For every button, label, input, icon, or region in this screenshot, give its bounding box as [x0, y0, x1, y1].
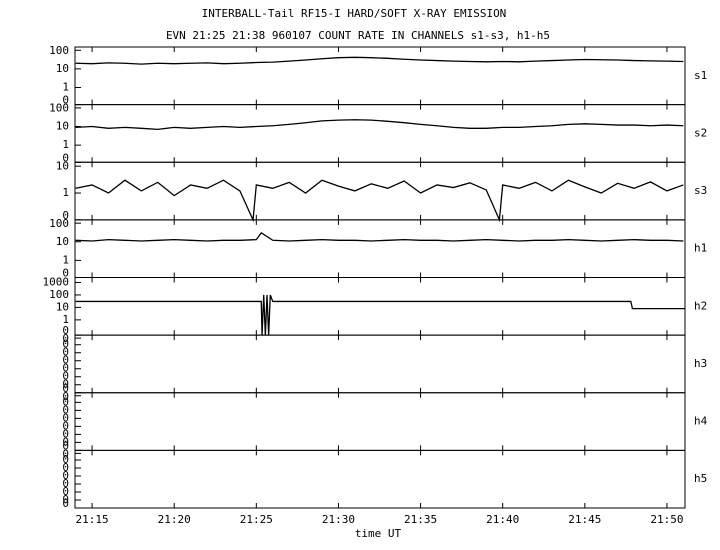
y-tick-label: 0 — [62, 382, 69, 395]
y-tick-label: 0 — [62, 338, 69, 351]
y-tick-label: 10 — [56, 300, 69, 313]
y-tick-label: 0 — [62, 94, 69, 107]
x-tick-label: 21:50 — [650, 513, 683, 526]
y-tick-label: 0 — [62, 411, 69, 424]
channel-label: h2 — [694, 299, 707, 312]
y-tick-label: 0 — [62, 497, 69, 510]
y-tick-label: 0 — [62, 395, 69, 408]
channel-label: h4 — [694, 415, 708, 428]
channel-label: h5 — [694, 472, 707, 485]
data-line — [75, 56, 684, 65]
y-tick-label: 100 — [49, 288, 69, 301]
y-tick-label: 100 — [49, 44, 69, 57]
channel-label: h1 — [694, 242, 707, 255]
y-tick-label: 0 — [62, 324, 69, 337]
y-tick-label: 0 — [62, 370, 69, 383]
data-line — [75, 232, 684, 242]
y-tick-label: 0 — [62, 469, 69, 482]
y-tick-label: 1 — [62, 186, 69, 199]
y-tick-label: 100 — [49, 102, 69, 115]
chart-title: INTERBALL-Tail RF15-I HARD/SOFT X-RAY EM… — [202, 7, 507, 20]
y-tick-label: 0 — [62, 362, 69, 375]
y-tick-label: 0 — [62, 378, 69, 391]
panel-frame — [74, 449, 686, 509]
y-tick-label: 1000 — [43, 275, 70, 288]
y-tick-label: 0 — [62, 493, 69, 506]
y-tick-label: 0 — [62, 151, 69, 164]
y-tick-label: 1 — [62, 138, 69, 151]
y-tick-label: 10 — [56, 62, 69, 75]
y-tick-label: 0 — [62, 346, 69, 359]
channel-label: s3 — [694, 184, 707, 197]
y-tick-label: 1 — [62, 80, 69, 93]
y-tick-label: 0 — [62, 427, 69, 440]
y-tick-label: 0 — [62, 461, 69, 474]
y-tick-label: 0 — [62, 419, 69, 432]
y-tick-label: 10 — [56, 235, 69, 248]
x-tick-label: 21:35 — [404, 513, 437, 526]
y-tick-label: 0 — [62, 209, 69, 222]
y-tick-label: 0 — [62, 403, 69, 416]
data-line — [75, 294, 685, 336]
x-tick-label: 21:45 — [568, 513, 601, 526]
y-tick-label: 1 — [62, 253, 69, 266]
x-axis-label: time UT — [355, 527, 402, 540]
y-tick-label: 0 — [62, 453, 69, 466]
y-tick-label: 0 — [62, 447, 69, 460]
channel-label: s1 — [694, 69, 707, 82]
data-line — [75, 119, 684, 131]
y-tick-label: 0 — [62, 439, 69, 452]
y-tick-label: 0 — [62, 354, 69, 367]
x-tick-label: 21:30 — [322, 513, 355, 526]
y-tick-label: 0 — [62, 390, 69, 403]
y-tick-label: 0 — [62, 332, 69, 345]
y-tick-label: 100 — [49, 217, 69, 230]
y-tick-label: 0 — [62, 435, 69, 448]
y-tick-label: 10 — [56, 159, 69, 172]
y-tick-label: 10 — [56, 120, 69, 133]
y-tick-label: 1 — [62, 313, 69, 326]
data-line — [75, 179, 684, 223]
y-tick-label: 0 — [62, 485, 69, 498]
x-tick-label: 21:25 — [240, 513, 273, 526]
chart-subtitle: EVN 21:25 21:38 960107 COUNT RATE IN CHA… — [166, 29, 550, 42]
channel-label: s2 — [694, 126, 707, 139]
y-tick-label: 0 — [62, 477, 69, 490]
y-tick-label: 0 — [62, 267, 69, 280]
x-tick-label: 21:15 — [76, 513, 109, 526]
x-tick-label: 21:20 — [158, 513, 191, 526]
x-tick-label: 21:40 — [486, 513, 519, 526]
channel-label: h3 — [694, 357, 707, 370]
